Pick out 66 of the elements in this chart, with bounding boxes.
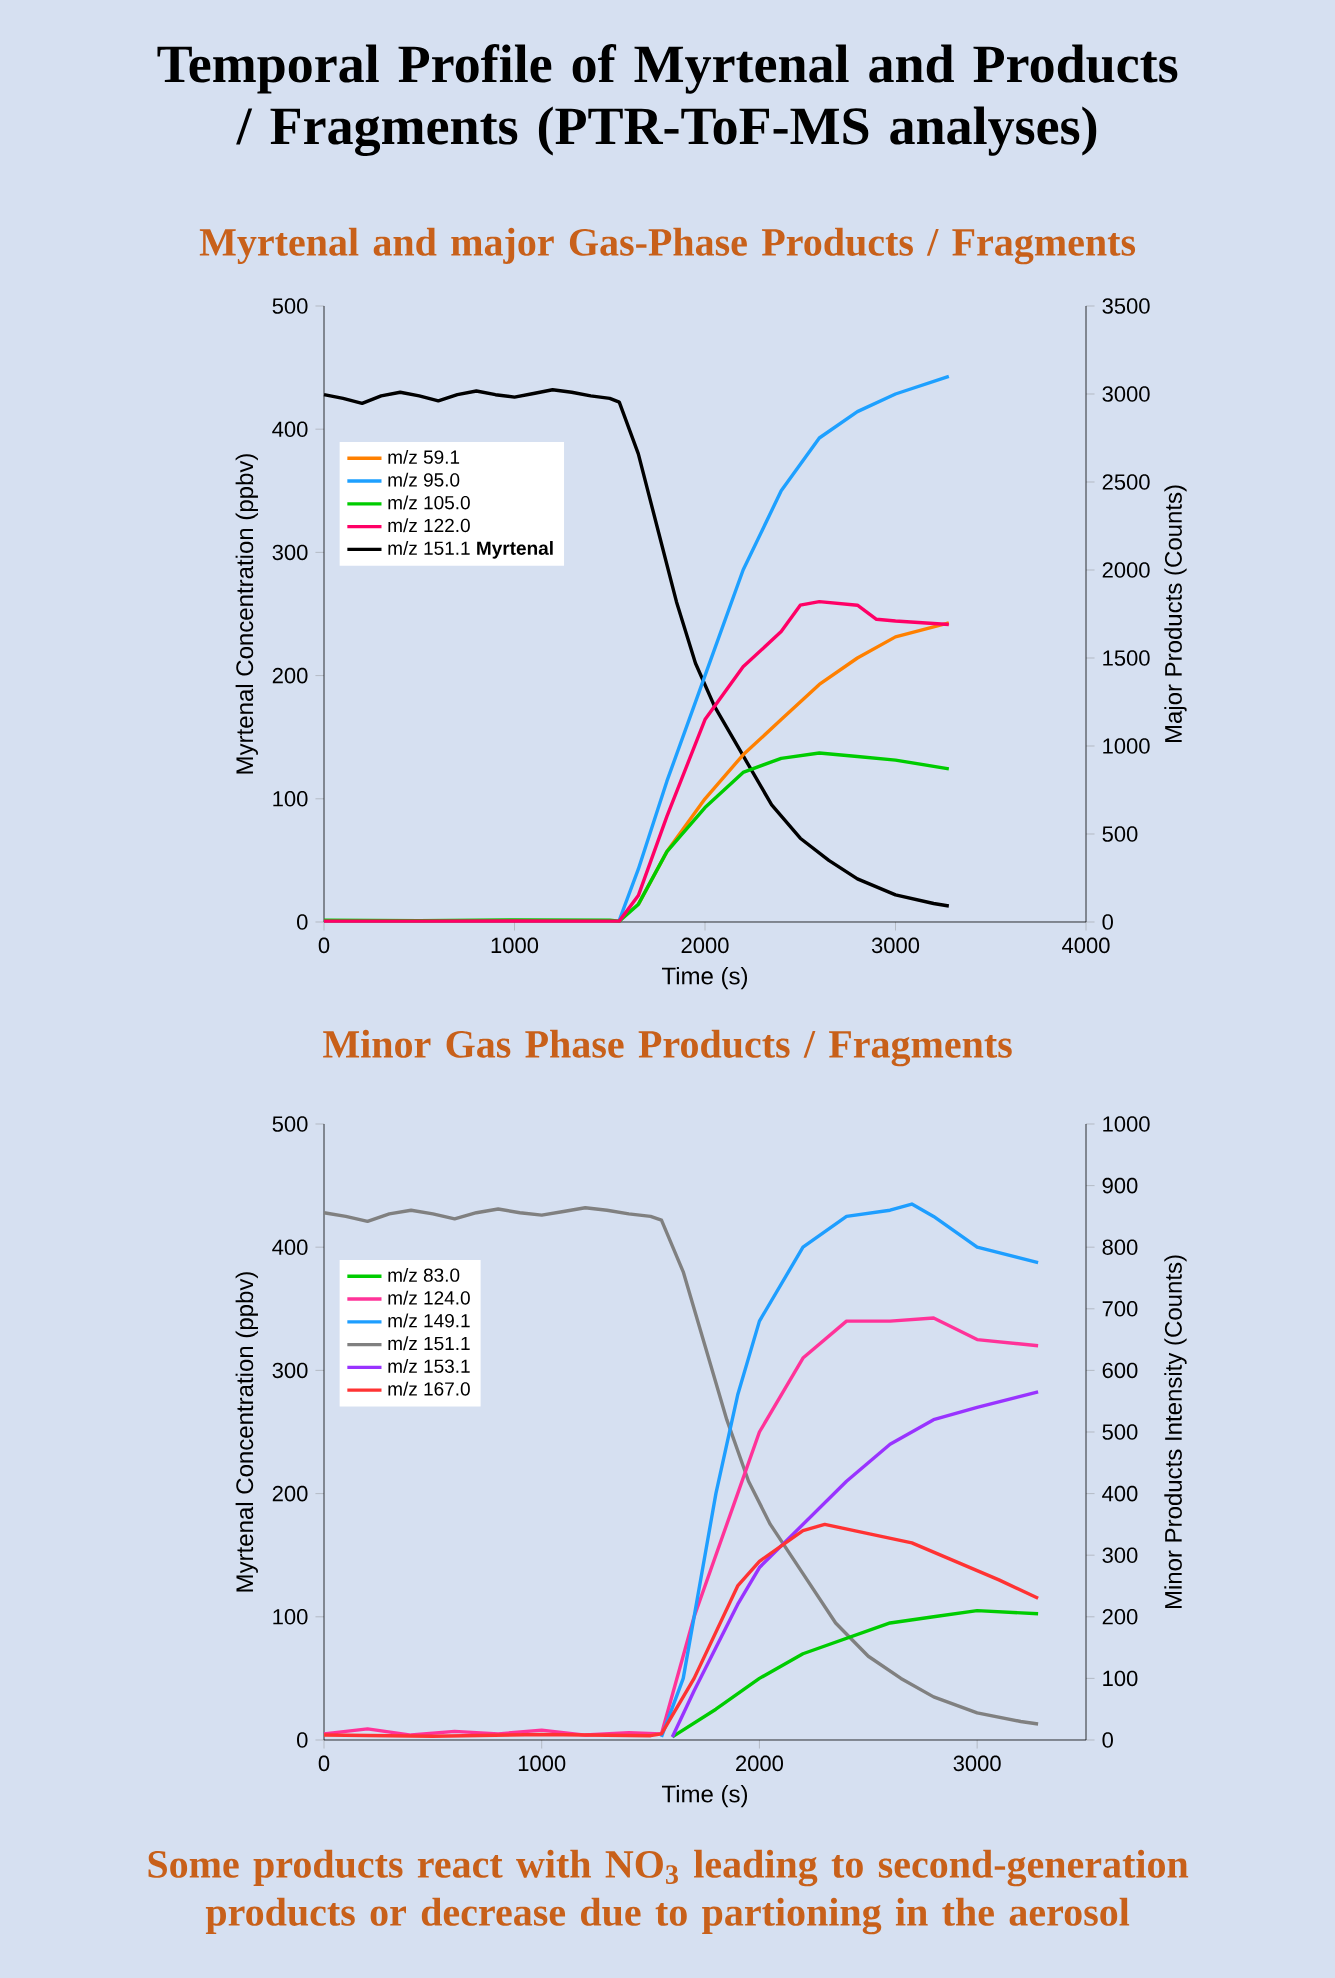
chart-title: Temporal Profile of Myrtenal and Products / Fragments (PTR-ToF-MS analyses) xyxy=(157,44,1178,156)
legend-label: m/z 151.1 xyxy=(388,1336,470,1351)
y-tick-label: 100 xyxy=(273,1609,308,1625)
y2-tick-label: 500 xyxy=(1102,826,1138,842)
legend-label: m/z 83.0 xyxy=(388,1267,460,1282)
y2-tick-label: 2000 xyxy=(1102,562,1150,578)
y2-tick-label: 3000 xyxy=(1102,386,1150,402)
y-tick-label: 200 xyxy=(272,667,308,684)
y-tick-label: 300 xyxy=(272,1362,308,1379)
y2-tick-label: 1000 xyxy=(1103,1116,1150,1132)
line-series xyxy=(322,1522,1040,1738)
y2-axis-title: Major Products (Counts) xyxy=(1164,485,1187,743)
y2-axis-title: Minor Products Intensity (Counts) xyxy=(1164,1255,1187,1609)
y-tick-label: 500 xyxy=(272,1116,308,1132)
x-tick-label: 0 xyxy=(318,1755,330,1772)
legend-label: m/z 153.1 xyxy=(388,1358,470,1373)
y2-tick-label: 500 xyxy=(1102,1424,1138,1440)
legend-label: m/z 149.1 xyxy=(388,1313,470,1328)
y2-tick-label: 0 xyxy=(1102,914,1113,930)
y-tick-label: 400 xyxy=(272,421,308,437)
y-tick-label: 200 xyxy=(272,1485,308,1502)
y-tick-label: 0 xyxy=(297,914,308,930)
x-tick-label: 1000 xyxy=(518,1755,566,1772)
y2-tick-label: 0 xyxy=(1102,1732,1113,1748)
y-axis-title: Myrtenal Concentration (ppbv) xyxy=(235,1272,258,1592)
x-tick-label: 3000 xyxy=(953,1755,1001,1772)
x-tick-label: 4000 xyxy=(1062,937,1110,954)
legend-label: m/z 59.1 xyxy=(388,449,460,464)
legend-label: m/z 124.0 xyxy=(388,1290,470,1305)
y-tick-label: 0 xyxy=(297,1732,308,1748)
chart-title: Minor Gas Phase Products / Fragments xyxy=(323,1029,1012,1067)
y2-tick-label: 1000 xyxy=(1103,738,1150,754)
y2-tick-label: 400 xyxy=(1102,1485,1138,1502)
legend-label: m/z 167.0 xyxy=(388,1381,470,1396)
x-axis-title: Time (s) xyxy=(661,966,748,990)
y2-tick-label: 900 xyxy=(1102,1177,1138,1194)
chart-subtitle: Myrtenal and major Gas-Phase Products / Fragments xyxy=(199,227,1136,265)
x-tick-label: 3000 xyxy=(871,937,920,954)
legend-label: m/z 105.0 xyxy=(388,495,470,510)
y2-tick-label: 300 xyxy=(1102,1547,1138,1563)
y2-tick-label: 700 xyxy=(1102,1301,1138,1317)
x-axis-title: Time (s) xyxy=(661,1784,748,1808)
y-axis-title: Myrtenal Concentration (ppbv) xyxy=(235,454,258,774)
y-tick-label: 300 xyxy=(272,544,308,561)
text: Some products react with NO$_{3}$ leading to second-generation products or decrease due to partioning in the aerosol xyxy=(148,1849,1189,1935)
x-tick-label: 0 xyxy=(318,937,330,954)
y2-tick-label: 800 xyxy=(1102,1239,1138,1255)
y2-tick-label: 100 xyxy=(1103,1670,1138,1687)
x-tick-label: 2000 xyxy=(681,937,729,954)
line-series xyxy=(322,1206,1040,1726)
legend-label: m/z 122.0 xyxy=(388,518,470,533)
y-tick-label: 400 xyxy=(272,1239,308,1255)
y-tick-label: 500 xyxy=(272,298,308,314)
y2-tick-label: 2500 xyxy=(1102,474,1150,490)
line-series xyxy=(322,599,951,923)
y-tick-label: 100 xyxy=(273,791,308,807)
y2-tick-label: 200 xyxy=(1102,1609,1138,1625)
x-tick-label: 2000 xyxy=(736,1755,784,1772)
y2-tick-label: 3500 xyxy=(1102,298,1150,314)
x-tick-label: 1000 xyxy=(491,937,539,954)
legend-label: m/z 95.0 xyxy=(388,472,460,487)
y2-tick-label: 1500 xyxy=(1103,650,1150,666)
y2-tick-label: 600 xyxy=(1102,1362,1138,1379)
legend-label: m/z 151.1 Myrtenal xyxy=(388,540,553,559)
line-series xyxy=(659,1202,1040,1739)
line-series xyxy=(617,374,951,922)
